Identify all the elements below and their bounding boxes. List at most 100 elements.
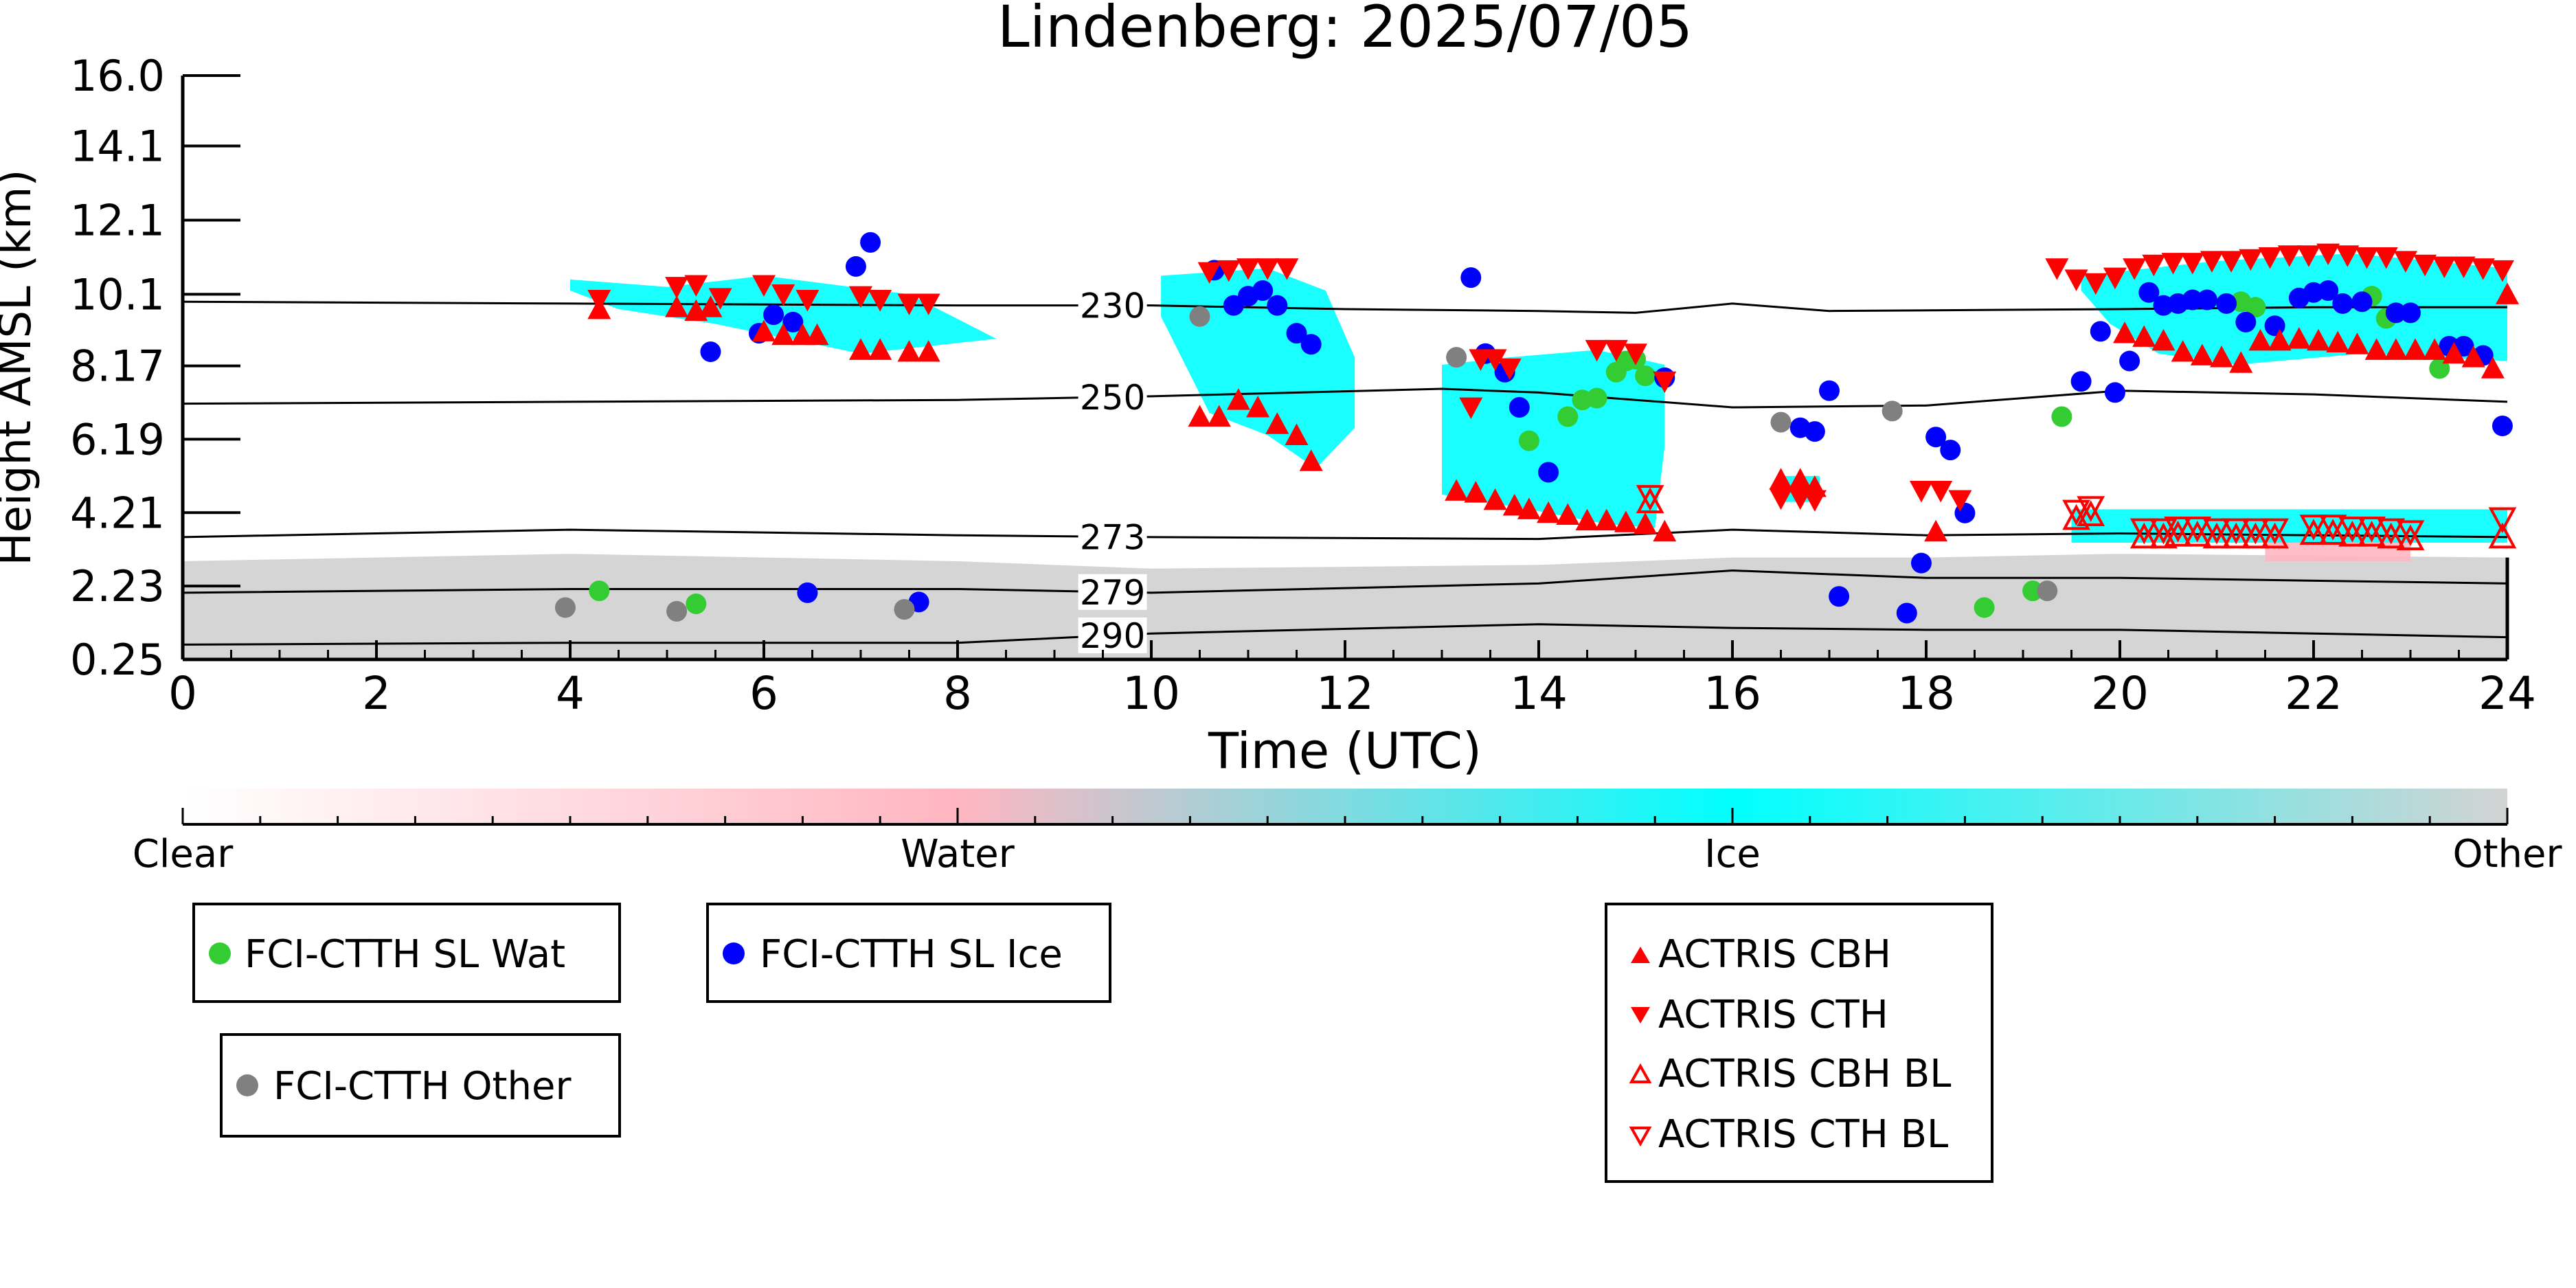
x-tick-label: 4 [556,667,585,720]
cloud-region-ice [2081,253,2507,365]
point-actris-cth [684,275,708,297]
point-actris-cth [2355,247,2379,269]
point-actris-cth [868,290,892,312]
point-actris-cbh [1464,481,1488,503]
point-fci-ctth-sl-wat [2051,406,2072,427]
point-fci-ctth-sl-wat [589,580,610,602]
point-actris-cth [2142,254,2166,277]
contour-label-250: 250 [1080,378,1145,418]
point-actris-cbh [2248,328,2272,351]
point-actris-cth [2432,256,2456,278]
point-actris-cbh [2384,338,2408,360]
x-tick-label: 20 [2091,667,2149,720]
point-actris-cth [2239,249,2263,271]
point-actris-cbh [1188,405,1212,427]
point-actris-cbh [1924,519,1948,542]
legend-label-cbh: ACTRIS CBH [1658,932,1891,977]
point-actris-cth [665,277,689,299]
point-fci-ctth-sl-ice [1940,440,1961,461]
point-fci-ctth-sl-ice [2318,280,2339,302]
point-actris-cbh [771,323,795,346]
point-fci-ctth-sl-ice [1819,380,1840,401]
legend-marker-cbh [1631,947,1650,963]
point-actris-cth [2219,251,2244,273]
point-fci-ctth-sl-wat [1635,365,1656,387]
point-actris-cth [2200,251,2224,273]
contour-label-bg [1078,617,1147,653]
point-actris-cbh [2481,357,2505,379]
legend-label-cth: ACTRIS CTH [1658,993,1888,1037]
point-actris-cth [2413,254,2437,277]
point-fci-ctth-sl-ice [2119,350,2140,372]
point-fci-ctth-sl-ice [1829,586,1850,607]
point-actris-cbh-bl [2488,522,2517,549]
point-actris-cth-bl [2077,496,2105,522]
point-actris-cbh-bl [2396,524,2425,551]
point-actris-cbh [2461,346,2485,368]
contour-label-279: 279 [1080,573,1145,613]
x-tick-label: 2 [362,667,391,720]
point-actris-cbh [2151,328,2176,351]
point-fci-ctth-other [666,600,688,622]
contour-label-290: 290 [1080,616,1145,656]
point-actris-cth-bl [2261,518,2289,545]
contour-279 [183,569,2507,594]
point-actris-cth [1604,339,1628,362]
point-fci-ctth-sl-ice [700,341,721,363]
x-tick-label: 18 [1897,667,1955,720]
point-fci-ctth-sl-ice [2400,302,2421,324]
y-tick-label: 16.0 [70,51,165,101]
colorbar-label-ice: Ice [1704,832,1761,877]
point-fci-ctth-sl-wat [1557,406,1579,427]
contour-label-bg [1078,574,1147,610]
point-fci-ctth-sl-ice [1300,334,1322,355]
point-fci-ctth-other [894,599,915,620]
point-actris-cth-bl [2202,518,2231,545]
point-fci-ctth-sl-ice [782,311,804,332]
point-fci-ctth-sl-ice [2196,289,2217,310]
x-tick-label: 24 [2478,667,2536,720]
point-actris-cth [2083,273,2108,295]
point-actris-cbh [2496,282,2519,304]
point-actris-cbh [665,295,689,317]
point-fci-ctth-sl-ice [1460,267,1482,289]
point-actris-cbh [1517,497,1541,519]
point-actris-cbh-bl [2318,519,2347,545]
point-actris-cbh [2307,328,2331,351]
point-actris-cth [1256,258,1280,280]
point-actris-cth [771,284,795,306]
point-actris-cbh [1788,468,1812,490]
point-actris-cth [1948,490,1972,512]
y-tick-label: 6.19 [70,414,165,464]
point-fci-ctth-sl-ice [1910,552,1932,574]
point-actris-cth [1483,349,1507,371]
x-tick-label: 6 [749,667,778,720]
point-fci-ctth-sl-ice [2351,291,2373,313]
y-tick-label: 14.1 [70,122,165,172]
colorbar-label-clear: Clear [133,832,234,877]
point-actris-cth [1585,339,1609,362]
point-actris-cbh [2229,351,2253,373]
point-actris-cbh [2210,346,2234,368]
point-actris-cth [849,286,872,308]
point-actris-cth [2296,245,2320,267]
cloud-region-other [183,554,2507,659]
point-actris-cbh [752,319,776,341]
y-tick-label: 4.21 [70,488,165,538]
legend-box-ice: FCI-CTTH SL Ice [706,903,1111,1003]
point-actris-cth [1929,480,1953,503]
point-fci-ctth-sl-ice [1509,397,1530,418]
legend-box-wat: FCI-CTTH SL Wat [192,903,621,1003]
point-actris-cbh-bl [2183,521,2212,547]
x-tick-label: 10 [1122,667,1180,720]
point-fci-ctth-sl-ice [1925,427,1947,448]
point-actris-cbh-bl [2358,521,2386,547]
point-actris-cbh-bl [2077,500,2105,526]
legend-label-ice: FCI-CTTH SL Ice [760,932,1063,977]
point-actris-cbh [1502,494,1526,516]
point-actris-cth-bl [2183,516,2212,543]
point-fci-ctth-sl-wat [2022,580,2044,602]
point-actris-cth [2123,258,2147,280]
cloud-region-water [2265,543,2410,561]
